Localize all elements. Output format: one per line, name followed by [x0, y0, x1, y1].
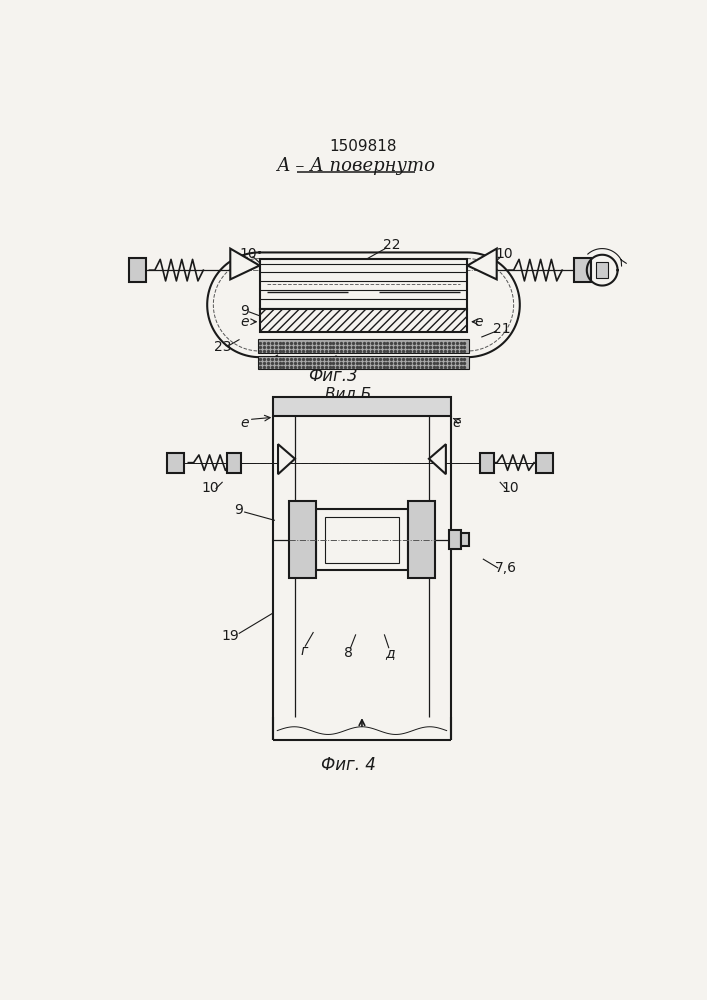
Text: Фиг. 4: Фиг. 4: [321, 756, 375, 774]
Text: Вид Б: Вид Б: [325, 386, 371, 401]
Polygon shape: [467, 249, 497, 279]
Text: е: е: [474, 315, 484, 329]
Text: е: е: [240, 315, 248, 329]
Text: 1509818: 1509818: [329, 139, 397, 154]
Text: Л: Л: [323, 263, 333, 276]
Text: Фиг.3: Фиг.3: [308, 367, 358, 385]
Bar: [449, 530, 461, 549]
Bar: [274, 397, 450, 416]
Bar: [259, 259, 467, 309]
Text: 21: 21: [493, 322, 511, 336]
Text: 9: 9: [240, 304, 249, 318]
Text: 7,6: 7,6: [495, 561, 517, 575]
Bar: [408, 501, 435, 578]
Text: 22: 22: [383, 238, 401, 252]
Text: 19: 19: [257, 355, 274, 369]
Text: 19: 19: [221, 629, 239, 643]
Text: 10: 10: [201, 481, 219, 495]
Text: е: е: [240, 416, 248, 430]
Text: г: г: [300, 644, 308, 658]
Bar: [325, 517, 399, 563]
Bar: [461, 533, 469, 546]
Bar: [573, 258, 590, 282]
Bar: [596, 262, 608, 278]
Text: 10: 10: [502, 481, 520, 495]
Bar: [129, 258, 146, 282]
Bar: [227, 453, 241, 473]
Text: 10: 10: [239, 247, 257, 261]
Text: повернуто: повернуто: [306, 400, 390, 415]
Text: 23: 23: [214, 340, 231, 354]
Text: ж: ж: [365, 357, 378, 371]
Bar: [259, 309, 467, 332]
Bar: [536, 453, 553, 473]
Bar: [316, 509, 408, 570]
Polygon shape: [278, 444, 295, 474]
Bar: [258, 356, 469, 369]
Polygon shape: [230, 249, 259, 279]
Text: е: е: [452, 416, 461, 430]
Text: 9: 9: [234, 503, 243, 517]
Bar: [258, 339, 469, 353]
Text: д: д: [385, 646, 395, 660]
Bar: [480, 453, 493, 473]
Polygon shape: [429, 444, 446, 474]
Text: 8: 8: [344, 646, 354, 660]
Text: 20: 20: [316, 356, 334, 370]
Bar: [167, 453, 184, 473]
Bar: [288, 501, 316, 578]
Text: А – А повернуто: А – А повернуто: [276, 157, 436, 175]
Polygon shape: [207, 252, 520, 357]
Text: 10: 10: [496, 247, 513, 261]
